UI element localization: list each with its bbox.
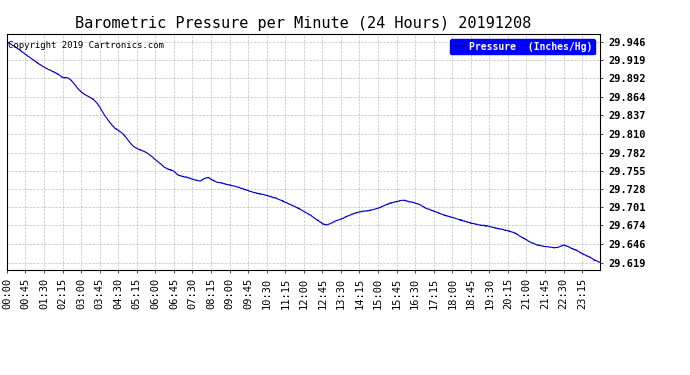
Title: Barometric Pressure per Minute (24 Hours) 20191208: Barometric Pressure per Minute (24 Hours…: [75, 16, 532, 31]
Text: Copyright 2019 Cartronics.com: Copyright 2019 Cartronics.com: [8, 41, 164, 50]
Legend: Pressure  (Inches/Hg): Pressure (Inches/Hg): [450, 39, 595, 54]
